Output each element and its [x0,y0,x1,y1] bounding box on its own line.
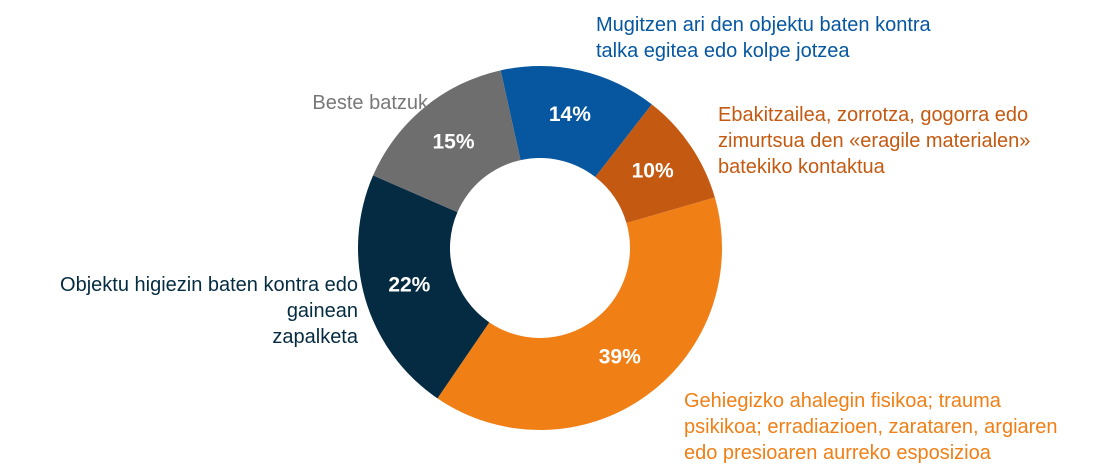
value-label: 14% [549,103,591,126]
donut-slice [373,70,521,213]
donut-slice [595,104,715,224]
value-label: 15% [432,131,474,154]
value-label: 22% [388,273,430,296]
category-label: Objektu higiezin baten kontra edo gainean… [60,274,359,348]
category-label: Ebakitzailea, zorrotza, gogorra edo zimur… [718,104,1030,178]
value-label: 10% [632,159,674,182]
category-label: Beste batzuk [312,92,429,114]
donut-slice [437,197,722,431]
donut-slice [358,175,490,399]
category-label: Mugitzen ari den objektu baten kontra tal… [596,14,932,62]
donut-slice [500,65,652,177]
value-label: 39% [599,346,641,369]
category-label: Gehiegizko ahalegin fisikoa; trauma psiki… [684,390,1058,464]
